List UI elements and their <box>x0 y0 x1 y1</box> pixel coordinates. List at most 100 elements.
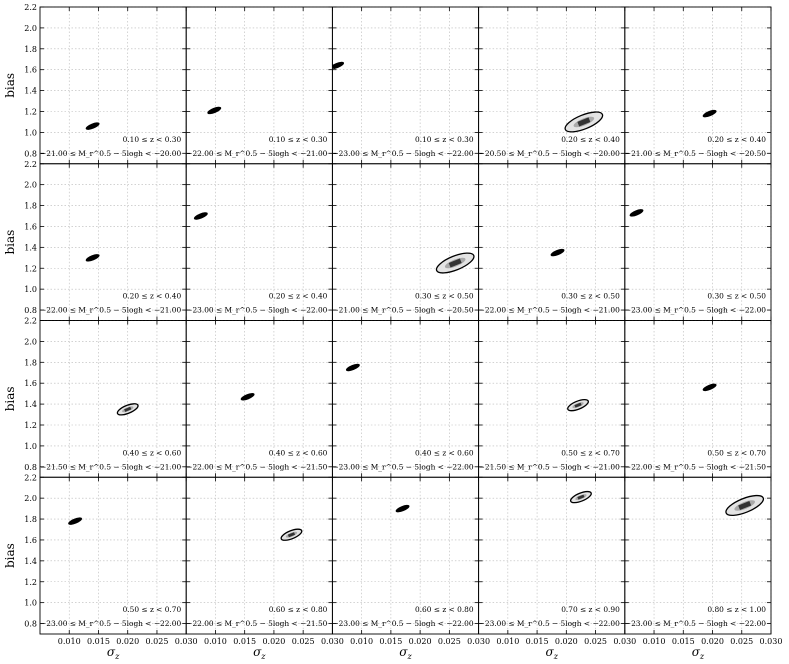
panel-z-range: 0.80 ≤ z < 1.00 <box>707 605 766 614</box>
contour-core <box>577 117 591 127</box>
contour-line <box>435 252 475 274</box>
x-tick-label: 0.025 <box>730 637 753 646</box>
panel-z-range: 0.20 ≤ z < 0.40 <box>561 135 620 144</box>
y-tick-label: 1.2 <box>24 421 37 430</box>
contour-line <box>116 403 139 416</box>
panel: 0.30 ≤ z < 0.50 −23.00 ≤ M_r^0.5 − 5logh … <box>624 163 772 321</box>
x-tick-label: 0.015 <box>526 637 549 646</box>
x-tick-label: 0.025 <box>146 637 169 646</box>
panel-mag-range: −21.50 ≤ M_r^0.5 − 5logh < −21.00 <box>479 462 620 471</box>
panel-z-range: 0.10 ≤ z < 0.30 <box>269 135 328 144</box>
contour-line <box>68 517 83 525</box>
contour-core <box>448 258 462 268</box>
y-axis-title: bias <box>3 386 17 411</box>
y-tick-label: 2.2 <box>24 473 37 482</box>
contour-line <box>725 494 765 517</box>
panel: 0.50 ≤ z < 0.70 −21.50 ≤ M_r^0.5 − 5logh … <box>478 320 626 478</box>
panel-z-range: 0.30 ≤ z < 0.50 <box>707 292 766 301</box>
panel-z-range: 0.30 ≤ z < 0.50 <box>561 292 620 301</box>
panel-z-range: 0.40 ≤ z < 0.60 <box>269 448 328 457</box>
y-tick-label: 1.8 <box>24 358 37 367</box>
x-tick-label: 0.025 <box>292 637 315 646</box>
likelihood-contour <box>629 209 644 217</box>
likelihood-contour <box>567 398 589 412</box>
panel-z-range: 0.40 ≤ z < 0.60 <box>123 448 182 457</box>
x-tick-label: 0.010 <box>643 637 666 646</box>
panel-mag-range: −21.00 ≤ M_r^0.5 − 5logh < −20.50 <box>332 306 473 315</box>
x-tick-label: 0.020 <box>409 637 432 646</box>
panel: 0.10 ≤ z < 0.30 −22.00 ≤ M_r^0.5 − 5logh … <box>185 6 333 165</box>
x-axis-title: σz <box>253 645 266 661</box>
y-tick-label: 2.0 <box>24 494 37 503</box>
x-axis-title: σz <box>399 645 412 661</box>
contour-line <box>550 248 565 257</box>
x-tick-label: 0.020 <box>116 637 139 646</box>
contour-line <box>85 254 100 262</box>
panel-mag-range: −22.00 ≤ M_r^0.5 − 5logh < −21.50 <box>625 462 766 471</box>
panel-mag-range: −21.50 ≤ M_r^0.5 − 5logh < −21.00 <box>40 462 181 471</box>
x-tick-label: 0.020 <box>701 637 724 646</box>
x-tick-label: 0.030 <box>613 637 636 646</box>
y-tick-label: 1.0 <box>24 599 37 608</box>
panel-z-range: 0.60 ≤ z < 0.80 <box>415 605 474 614</box>
x-tick-label: 0.015 <box>672 637 695 646</box>
x-axis-title: σz <box>692 645 705 661</box>
contour-line <box>702 383 717 392</box>
likelihood-contour <box>564 111 604 133</box>
panel: 0.8 1.0 1.2 1.4 1.6 1.8 2.0 2.2 bias 0.40 ≤ z < 0… <box>3 317 187 478</box>
panel-z-range: 0.20 ≤ z < 0.40 <box>269 292 328 301</box>
panel-mag-range: −23.00 ≤ M_r^0.5 − 5logh < −22.00 <box>332 462 473 471</box>
y-tick-label: 1.4 <box>24 243 37 252</box>
y-tick-label: 1.8 <box>24 202 37 211</box>
panel: 0.30 ≤ z < 0.50 −22.00 ≤ M_r^0.5 − 5logh … <box>478 163 626 321</box>
contour-line <box>345 363 360 372</box>
contour-line <box>207 106 222 115</box>
x-tick-label: 0.020 <box>555 637 578 646</box>
panel: 0.8 1.0 1.2 1.4 1.6 1.8 2.0 2.2 bias 0.010 0.015 0.… <box>3 473 198 661</box>
x-tick-label: 0.030 <box>467 637 490 646</box>
x-tick-label: 0.015 <box>87 637 110 646</box>
panel: 0.010 0.015 0.020 0.025 0.030 σz 0.70 ≤ z < 0.… <box>478 476 636 661</box>
y-tick-label: 2.0 <box>24 337 37 346</box>
panel-z-range: 0.50 ≤ z < 0.70 <box>123 605 182 614</box>
y-tick-label: 1.0 <box>24 442 37 451</box>
panel-mag-range: −21.00 ≤ M_r^0.5 − 5logh < −20.00 <box>40 149 181 158</box>
contour-line <box>564 111 604 133</box>
likelihood-contour <box>725 494 765 517</box>
x-tick-label: 0.010 <box>496 637 519 646</box>
panel-mag-range: −23.00 ≤ M_r^0.5 − 5logh < −22.00 <box>625 306 766 315</box>
panel-z-range: 0.50 ≤ z < 0.70 <box>561 448 620 457</box>
likelihood-contour <box>569 490 592 504</box>
x-tick-label: 0.025 <box>584 637 607 646</box>
x-axis-title: σz <box>545 645 558 661</box>
panel-mag-range: −21.00 ≤ M_r^0.5 − 5logh < −20.50 <box>625 149 766 158</box>
panel-z-range: 0.20 ≤ z < 0.40 <box>707 135 766 144</box>
y-tick-label: 1.2 <box>24 264 37 273</box>
panel-z-range: 0.70 ≤ z < 0.90 <box>561 605 620 614</box>
panel: 0.40 ≤ z < 0.60 −22.00 ≤ M_r^0.5 − 5logh … <box>185 320 333 478</box>
y-tick-label: 0.8 <box>24 463 37 472</box>
likelihood-contour <box>240 393 255 401</box>
y-tick-label: 2.2 <box>24 160 37 169</box>
panel: 0.010 0.015 0.020 0.025 0.030 σz 0.60 ≤ z < 0.… <box>185 476 344 661</box>
panel-mag-range: −22.00 ≤ M_r^0.5 − 5logh < −21.00 <box>479 306 620 315</box>
y-tick-label: 2.2 <box>24 3 37 12</box>
likelihood-contour <box>116 403 139 416</box>
x-tick-label: 0.015 <box>233 637 256 646</box>
panel: 0.50 ≤ z < 0.70 −22.00 ≤ M_r^0.5 − 5logh … <box>624 320 772 478</box>
y-tick-label: 1.2 <box>24 578 37 587</box>
y-tick-label: 1.6 <box>24 379 37 388</box>
y-tick-label: 2.2 <box>24 317 37 326</box>
likelihood-contour <box>550 248 565 257</box>
panel: 0.40 ≤ z < 0.60 −23.00 ≤ M_r^0.5 − 5logh … <box>331 320 480 478</box>
panel: 0.20 ≤ z < 0.40 −23.00 ≤ M_r^0.5 − 5logh … <box>185 163 333 321</box>
x-tick-label: 0.025 <box>438 637 461 646</box>
panel: 0.10 ≤ z < 0.30 −23.00 ≤ M_r^0.5 − 5logh … <box>330 6 480 165</box>
panel: 0.20 ≤ z < 0.40 −20.50 ≤ M_r^0.5 − 5logh … <box>478 6 626 165</box>
x-tick-label: 0.015 <box>379 637 402 646</box>
y-axis-title: bias <box>3 73 17 98</box>
panel-z-range: 0.10 ≤ z < 0.30 <box>123 135 182 144</box>
panel-z-range: 0.20 ≤ z < 0.40 <box>123 292 182 301</box>
panel: 0.010 0.015 0.020 0.025 0.030 σz 0.60 ≤ z < 0.… <box>331 476 490 661</box>
